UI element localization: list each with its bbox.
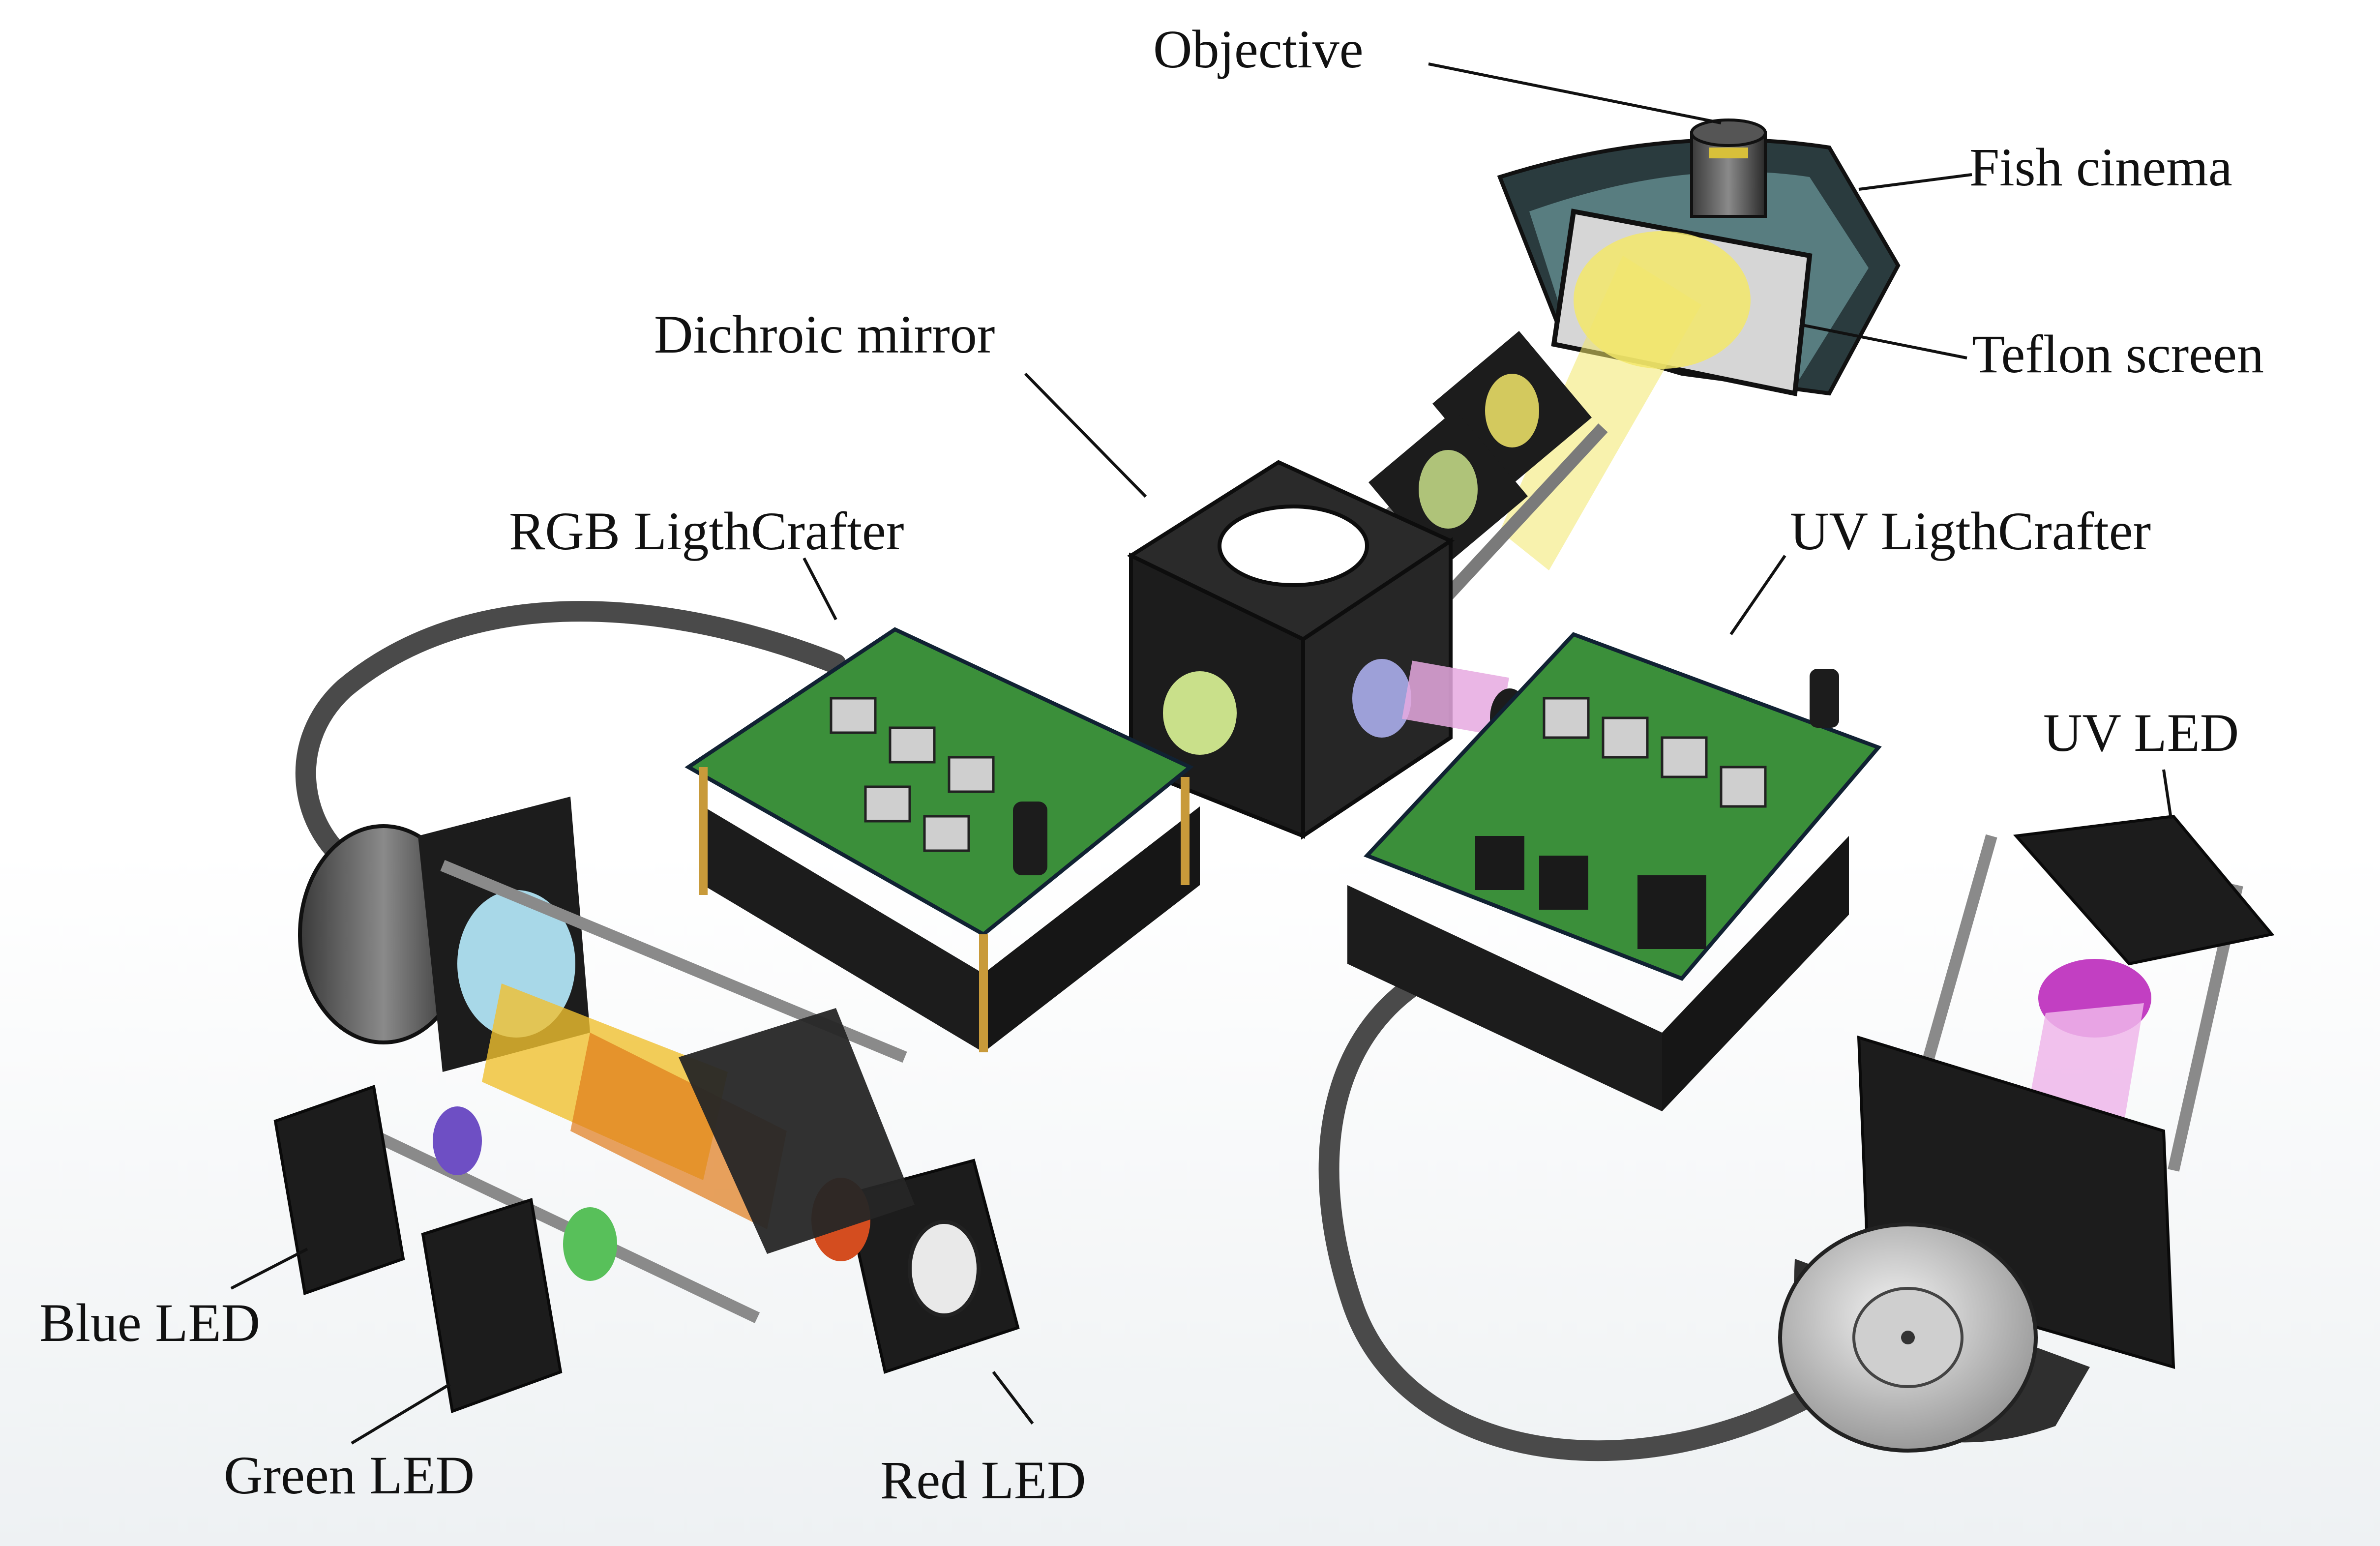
leader-uv-led — [2162, 769, 2172, 819]
label-red-led: Red LED — [880, 1450, 1086, 1510]
label-objective: Objective — [1153, 19, 1364, 79]
leader-green-led — [351, 1383, 451, 1445]
rgb-lightcrafter — [684, 627, 1200, 1052]
leader-lines — [230, 62, 2172, 1445]
uv-cable — [1318, 949, 1854, 1461]
leader-rgb-lightcrafter — [803, 557, 837, 621]
blue-led-housing — [273, 1084, 482, 1296]
leader-blue-led — [230, 1248, 308, 1290]
objective — [1690, 119, 1767, 218]
leader-red-led — [992, 1371, 1034, 1425]
label-green-led: Green LED — [224, 1445, 475, 1505]
label-uv-led: UV LED — [2043, 703, 2239, 763]
label-blue-led: Blue LED — [39, 1293, 261, 1353]
leader-fish-cinema — [1858, 173, 1972, 191]
rgb-led-assembly — [273, 797, 1020, 1414]
uv-lightcrafter — [1347, 632, 1882, 1111]
label-fish-cinema: Fish cinema — [1969, 137, 2232, 197]
fish-cinema — [1497, 119, 1901, 396]
leader-uv-lightcrafter — [1729, 555, 1786, 635]
label-uv-lightcrafter: UV LigthCrafter — [1790, 501, 2151, 561]
green-led-housing — [421, 1198, 617, 1414]
dichroic-mirror-cube — [1127, 460, 1455, 840]
label-rgb-lightcrafter: RGB LigthCrafter — [509, 501, 904, 561]
leader-dichroic-mirror — [1024, 372, 1147, 498]
label-dichroic-mirror: Dichroic mirror — [654, 304, 995, 364]
leader-objective — [1428, 62, 1722, 124]
uv-led-assembly — [1778, 814, 2275, 1453]
leader-teflon-screen — [1799, 323, 1967, 359]
rgb-cable — [295, 601, 846, 876]
label-teflon-screen: Teflon screen — [1972, 324, 2264, 384]
